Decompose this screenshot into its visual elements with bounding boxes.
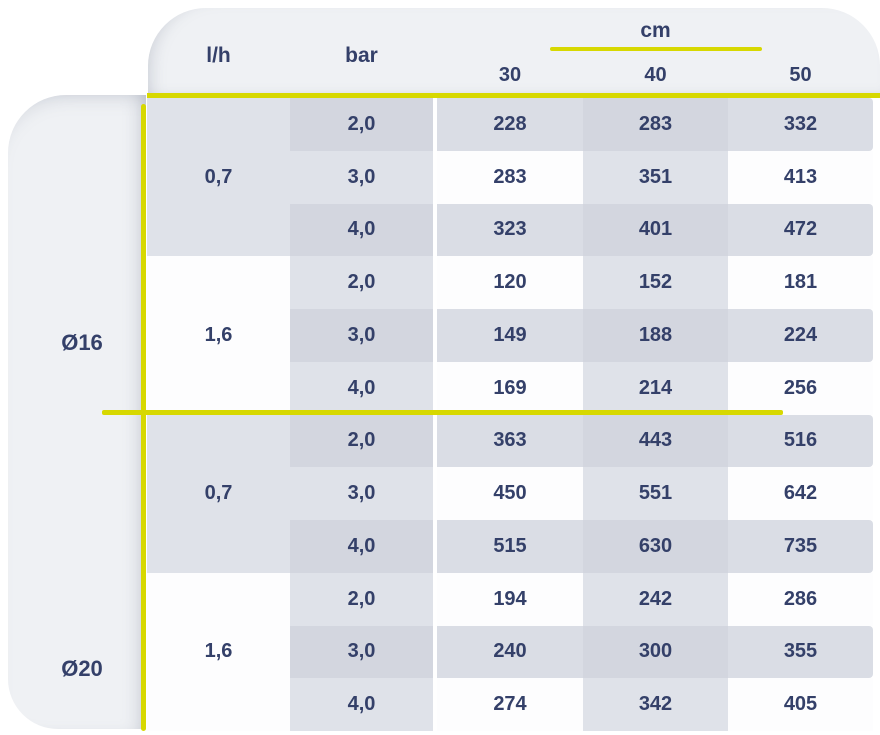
- value-cell-30: 450: [437, 467, 583, 520]
- value-cell-40: 351: [583, 150, 728, 204]
- pressure-cell: 4,0: [290, 203, 433, 257]
- flow-cell: [147, 256, 290, 309]
- diameter-label-20: Ø20: [61, 656, 103, 681]
- value-cell-30: 323: [437, 203, 583, 257]
- table-row: 4,0 323 401 472: [147, 203, 873, 257]
- value-cell-50: 181: [728, 256, 873, 309]
- value-cell-30: 169: [437, 361, 583, 415]
- value-cell-40: 152: [583, 256, 728, 309]
- value-cell-50: 256: [728, 361, 873, 415]
- pressure-cell: 4,0: [290, 520, 433, 573]
- flow-cell: [147, 414, 290, 468]
- value-cell-50: 516: [728, 414, 873, 468]
- diameter-label-16: Ø16: [61, 330, 103, 355]
- spacing-col-header-30: 30: [498, 64, 522, 86]
- flow-cell: [147, 678, 290, 731]
- flow-cell: 0,7: [147, 467, 290, 520]
- value-cell-40: 283: [583, 98, 728, 151]
- vertical-accent-line: [141, 104, 146, 731]
- table-header-card: [148, 8, 880, 96]
- table-row: 0,7 3,0 283 351 413: [147, 150, 873, 204]
- table-row: 2,0 363 443 516: [147, 414, 873, 468]
- value-cell-50: 355: [728, 625, 873, 679]
- value-cell-50: 642: [728, 467, 873, 520]
- value-cell-50: 286: [728, 572, 873, 626]
- pressure-cell: 3,0: [290, 467, 433, 520]
- table-row: 4,0 274 342 405: [147, 678, 873, 731]
- table-row: 4,0 515 630 735: [147, 520, 873, 573]
- spacing-col-header-40: 40: [644, 64, 667, 86]
- pressure-cell: 2,0: [290, 572, 433, 626]
- value-cell-40: 443: [583, 414, 728, 468]
- header-divider-line: [147, 93, 880, 98]
- flow-cell: [147, 203, 290, 257]
- spacing-unit-underline: [550, 47, 762, 51]
- flow-cell: 0,7: [147, 150, 290, 204]
- value-cell-40: 242: [583, 572, 728, 626]
- spacing-col-header-50: 50: [789, 64, 812, 86]
- value-cell-50: 405: [728, 678, 873, 731]
- table-row: 0,7 3,0 450 551 642: [147, 467, 873, 520]
- table-row: 4,0 169 214 256: [147, 361, 873, 415]
- value-cell-30: 515: [437, 520, 583, 573]
- table-body: 2,0 228 283 332 0,7 3,0 283 351 413 4,0 323 401 472 2…: [147, 98, 873, 731]
- value-cell-50: 332: [728, 98, 873, 151]
- flow-cell: [147, 520, 290, 573]
- pressure-cell: 4,0: [290, 361, 433, 415]
- flow-cell: 1,6: [147, 625, 290, 679]
- value-cell-30: 149: [437, 309, 583, 362]
- flow-unit-header: l/h: [206, 44, 231, 67]
- value-cell-50: 224: [728, 309, 873, 362]
- table-row: 2,0 120 152 181: [147, 256, 873, 309]
- value-cell-40: 188: [583, 309, 728, 362]
- flow-cell: [147, 98, 290, 151]
- table-row: 2,0 194 242 286: [147, 572, 873, 626]
- pressure-cell: 3,0: [290, 625, 433, 679]
- pressure-cell: 2,0: [290, 98, 433, 151]
- value-cell-40: 630: [583, 520, 728, 573]
- pressure-cell: 2,0: [290, 414, 433, 468]
- value-cell-30: 228: [437, 98, 583, 151]
- table-row: 1,6 3,0 149 188 224: [147, 309, 873, 362]
- value-cell-40: 401: [583, 203, 728, 257]
- value-cell-30: 274: [437, 678, 583, 731]
- pressure-cell: 2,0: [290, 256, 433, 309]
- value-cell-40: 214: [583, 361, 728, 415]
- section-divider-line: [102, 410, 783, 415]
- spacing-unit-header: cm: [640, 19, 671, 42]
- pressure-unit-header: bar: [345, 44, 378, 67]
- value-cell-30: 363: [437, 414, 583, 468]
- value-cell-50: 735: [728, 520, 873, 573]
- pressure-cell: 3,0: [290, 309, 433, 362]
- value-cell-30: 240: [437, 625, 583, 679]
- value-cell-50: 413: [728, 150, 873, 204]
- flow-cell: [147, 572, 290, 626]
- value-cell-50: 472: [728, 203, 873, 257]
- flow-cell: [147, 361, 290, 415]
- value-cell-30: 194: [437, 572, 583, 626]
- value-cell-40: 551: [583, 467, 728, 520]
- pressure-cell: 4,0: [290, 678, 433, 731]
- flow-cell: 1,6: [147, 309, 290, 362]
- table-row: 1,6 3,0 240 300 355: [147, 625, 873, 679]
- value-cell-30: 120: [437, 256, 583, 309]
- table-row: 2,0 228 283 332: [147, 98, 873, 151]
- pressure-cell: 3,0: [290, 150, 433, 204]
- value-cell-40: 300: [583, 625, 728, 679]
- value-cell-40: 342: [583, 678, 728, 731]
- value-cell-30: 283: [437, 150, 583, 204]
